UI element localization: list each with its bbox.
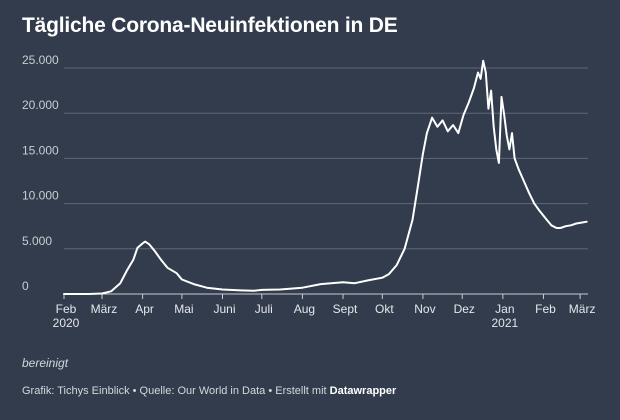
x-tick-year-label: 2021 [491,316,518,330]
y-tick-label: 25.000 [22,53,59,67]
x-tick-label: Okt [375,302,394,316]
chart-note: bereinigt [22,356,69,370]
x-tick-label: Feb [535,302,556,316]
x-tick-year-label: 2020 [53,316,80,330]
x-tick-label: März [91,302,118,316]
footer-credits: Grafik: Tichys Einblick • Quelle: Our Wo… [22,385,330,397]
y-tick-label: 10.000 [22,189,59,203]
chart-title: Tägliche Corona-Neuinfektionen in DE [22,14,398,37]
x-tick-label: Juli [255,302,273,316]
y-tick-label: 20.000 [22,98,59,112]
x-tick-label: Aug [294,302,315,316]
chart-footer: Grafik: Tichys Einblick • Quelle: Our Wo… [22,385,396,397]
series-line [63,59,588,295]
y-tick-label: 5.000 [22,234,52,248]
y-tick-label: 15.000 [22,143,59,157]
x-tick-label: Apr [135,302,154,316]
x-tick-label: März [569,302,596,316]
x-tick-label: Feb [56,302,77,316]
x-tick-label: Sept [333,302,358,316]
y-tick-label: 0 [22,279,29,293]
x-tick-label: Jan [495,302,514,316]
x-tick-label: Mai [174,302,193,316]
footer-brand: Datawrapper [329,385,397,397]
x-tick-label: Nov [414,302,435,316]
x-tick-label: Juni [214,302,236,316]
x-tick-label: Dez [454,302,475,316]
